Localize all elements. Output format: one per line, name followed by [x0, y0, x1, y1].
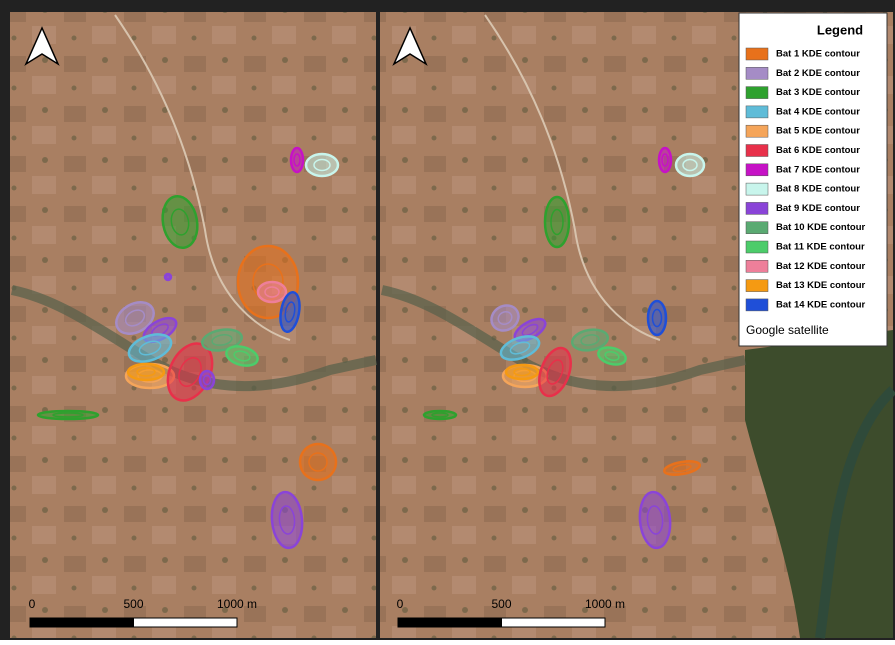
legend-swatch [746, 106, 768, 118]
scale-bar-light [134, 618, 238, 627]
legend-swatch [746, 67, 768, 79]
legend-label: Bat 12 KDE contour [776, 261, 866, 272]
legend-label: Bat 9 KDE contour [776, 203, 860, 214]
kde-contour [545, 197, 569, 247]
scale-bar-light [502, 618, 606, 627]
left-panel [10, 12, 376, 638]
legend-label: Bat 1 KDE contour [776, 49, 860, 60]
legend: Legend Google satellite Bat 1 KDE contou… [739, 13, 887, 346]
scale-label: 500 [123, 597, 143, 611]
legend-label: Bat 7 KDE contour [776, 164, 860, 175]
scale-bar-dark [398, 618, 502, 627]
kde-contour [200, 371, 214, 389]
kde-contour [128, 364, 164, 380]
scale-label: 500 [491, 597, 511, 611]
scale-label: 1000 m [217, 597, 257, 611]
map-figure: 0 500 1000 m 0 500 1000 m Legend Google satel… [0, 0, 895, 640]
legend-source: Google satellite [746, 323, 829, 337]
scale-label: 1000 m [585, 597, 625, 611]
legend-swatch [746, 183, 768, 195]
kde-contour [258, 282, 286, 302]
kde-contour [424, 411, 456, 419]
legend-swatch [746, 125, 768, 137]
legend-swatch [746, 145, 768, 157]
legend-label: Bat 11 KDE contour [776, 242, 865, 253]
legend-swatch [746, 164, 768, 176]
legend-swatch [746, 299, 768, 311]
legend-label: Bat 8 KDE contour [776, 184, 860, 195]
kde-contour [506, 365, 538, 379]
scale-bar-dark [30, 618, 134, 627]
legend-swatch [746, 280, 768, 292]
satellite-image [10, 12, 376, 638]
legend-label: Bat 3 KDE contour [776, 87, 860, 98]
legend-swatch [746, 48, 768, 60]
legend-label: Bat 2 KDE contour [776, 68, 860, 79]
legend-swatch [746, 241, 768, 253]
scale-label: 0 [29, 597, 36, 611]
legend-title: Legend [817, 22, 863, 37]
kde-contour [38, 411, 98, 419]
legend-swatch [746, 222, 768, 234]
legend-label: Bat 4 KDE contour [776, 106, 860, 117]
kde-contour [659, 148, 671, 172]
legend-label: Bat 5 KDE contour [776, 126, 860, 137]
legend-label: Bat 13 KDE contour [776, 280, 866, 291]
kde-contour [676, 154, 704, 176]
legend-label: Bat 6 KDE contour [776, 145, 860, 156]
legend-swatch [746, 202, 768, 214]
legend-swatch [746, 260, 768, 272]
kde-contour [648, 301, 666, 335]
legend-label: Bat 14 KDE contour [776, 299, 866, 310]
scale-label: 0 [397, 597, 404, 611]
kde-contour [306, 154, 338, 176]
kde-contour [291, 148, 303, 172]
legend-swatch [746, 87, 768, 99]
legend-box [739, 13, 887, 346]
legend-label: Bat 10 KDE contour [776, 222, 866, 233]
